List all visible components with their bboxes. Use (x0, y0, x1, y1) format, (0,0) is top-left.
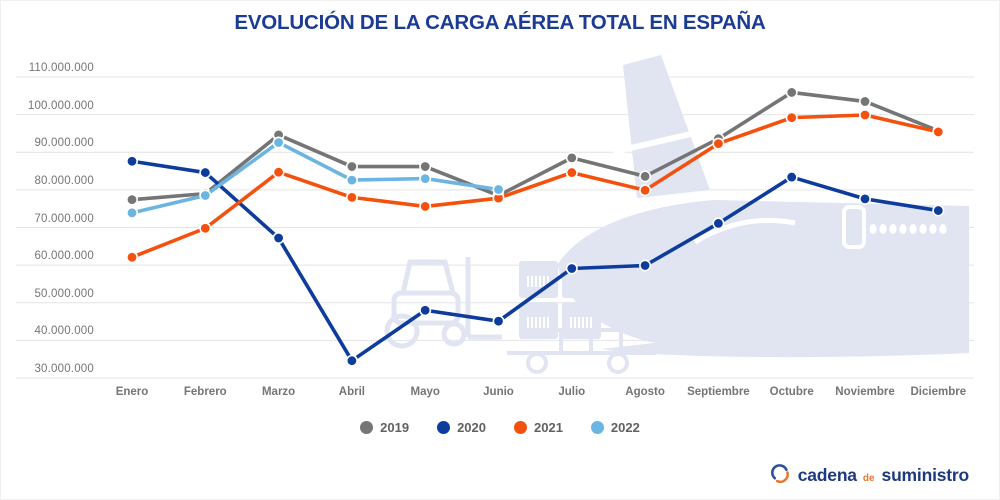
circular-arrows-icon (770, 464, 789, 484)
data-point-2020-Febrero (199, 166, 212, 179)
series-line-2019 (130, 90, 941, 202)
data-point-2019-Agosto (639, 170, 652, 183)
y-tick-label: 30.000.000 (34, 363, 94, 375)
data-point-2019-Octubre (785, 86, 798, 99)
legend-item-2022: 2022 (590, 420, 640, 435)
data-point-2021-Febrero (199, 222, 212, 235)
data-point-2022-Junio (492, 183, 505, 196)
data-point-2019-Abril (345, 160, 358, 173)
chart-legend: 2019 2020 2021 2022 (1, 420, 999, 435)
airplane-windows (869, 224, 947, 234)
y-tick-label: 90.000.000 (34, 137, 94, 150)
data-point-2020-Mayo (419, 304, 432, 317)
data-point-2019-Julio (565, 151, 578, 164)
series-group (126, 86, 945, 367)
x-tick-label: Octubre (769, 386, 814, 398)
legend-marker-2019 (360, 421, 374, 434)
data-point-2021-Agosto (639, 184, 652, 197)
legend-marker-2020 (437, 421, 451, 434)
data-point-2020-Marzo (272, 232, 285, 245)
logo-word-cadena: cadena (797, 464, 857, 485)
x-tick-label: Abril (338, 386, 365, 398)
data-point-2022-Febrero (199, 189, 212, 202)
y-tick-label: 60.000.000 (34, 250, 94, 263)
data-point-2020-Agosto (639, 259, 652, 272)
y-tick-label: 50.000.000 (34, 287, 94, 300)
legend-item-2019: 2019 (360, 420, 409, 435)
data-point-2020-Diciembre (932, 204, 945, 217)
series-line-2021 (130, 113, 941, 260)
data-point-2019-Noviembre (858, 95, 871, 108)
x-tick-label: Marzo (261, 386, 296, 398)
y-tick-label: 110.000.000 (28, 62, 94, 74)
data-point-2020-Octubre (785, 171, 798, 184)
x-tick-label: Diciembre (910, 386, 967, 398)
series-line-2020 (130, 159, 941, 363)
y-tick-label: 100.000.000 (27, 99, 94, 112)
data-point-2021-Abril (345, 191, 358, 204)
x-tick-label: Mayo (410, 386, 440, 398)
data-point-2022-Abril (345, 174, 358, 187)
y-tick-label: 70.000.000 (34, 212, 94, 225)
x-tick-label: Febrero (183, 386, 227, 398)
data-point-2021-Octubre (785, 111, 798, 124)
x-tick-label: Enero (115, 386, 149, 398)
legend-item-2020: 2020 (437, 420, 486, 435)
legend-item-2021: 2021 (514, 420, 563, 435)
x-tick-label: Noviembre (835, 386, 895, 398)
data-point-2021-Diciembre (932, 125, 945, 138)
data-point-2021-Septiembre (712, 137, 725, 150)
data-point-2020-Abril (345, 354, 358, 367)
y-tick-label: 80.000.000 (34, 174, 94, 187)
data-point-2021-Mayo (419, 200, 432, 213)
legend-label-2020: 2020 (457, 420, 486, 435)
data-point-2020-Enero (126, 155, 139, 168)
data-point-2019-Enero (126, 193, 139, 206)
brand-logo: cadena de suministro (770, 464, 969, 486)
data-point-2022-Mayo (419, 172, 432, 185)
data-point-2020-Julio (565, 262, 578, 275)
data-point-2021-Enero (126, 251, 139, 264)
series-line-2022 (130, 140, 501, 215)
x-tick-label: Agosto (625, 386, 665, 398)
legend-marker-2022 (590, 421, 604, 434)
x-tick-label: Junio (483, 386, 514, 398)
data-point-2021-Marzo (272, 166, 285, 179)
legend-label-2019: 2019 (380, 420, 410, 435)
data-point-2020-Noviembre (858, 192, 871, 205)
legend-marker-2021 (514, 421, 527, 434)
data-point-2021-Julio (565, 166, 578, 179)
watermarks-group (384, 55, 969, 374)
y-tick-label: 40.000.000 (34, 325, 94, 338)
legend-label-2021: 2021 (534, 420, 563, 435)
x-tick-label: Julio (558, 386, 586, 398)
data-point-2020-Junio (492, 315, 505, 328)
data-point-2020-Septiembre (712, 217, 725, 230)
data-point-2019-Mayo (419, 160, 432, 173)
forklift-boxes-truck-watermark (384, 257, 656, 374)
data-point-2022-Marzo (272, 136, 285, 149)
page-title: EVOLUCIÓN DE LA CARGA AÉREA TOTAL EN ESP… (234, 11, 766, 34)
data-point-2022-Enero (126, 206, 139, 219)
data-point-2021-Noviembre (858, 109, 871, 122)
legend-label-2022: 2022 (610, 420, 640, 435)
x-tick-label: Septiembre (687, 386, 750, 398)
logo-word-de: de (862, 473, 875, 484)
logo-word-suministro: suministro (881, 464, 970, 485)
